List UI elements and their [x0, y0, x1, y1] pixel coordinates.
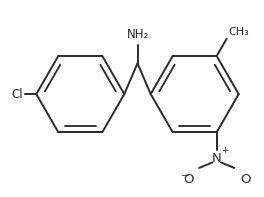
Text: +: +: [221, 146, 229, 155]
Text: CH₃: CH₃: [229, 27, 249, 37]
Text: O: O: [240, 173, 250, 186]
Text: Cl: Cl: [11, 88, 23, 101]
Text: −: −: [180, 171, 189, 181]
Text: NH₂: NH₂: [126, 28, 149, 41]
Text: O: O: [183, 173, 194, 186]
Text: N: N: [212, 151, 221, 164]
